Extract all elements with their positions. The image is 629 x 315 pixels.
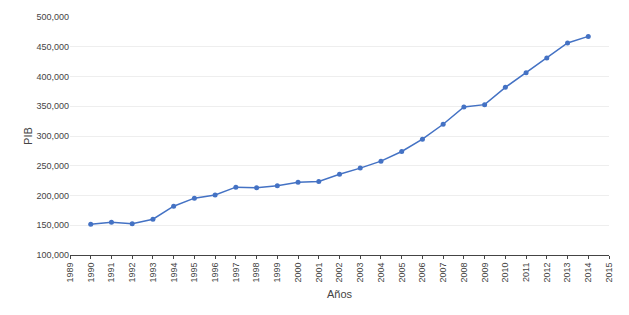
svg-text:350,000: 350,000	[36, 101, 69, 111]
svg-text:2007: 2007	[438, 263, 448, 283]
svg-text:Años: Años	[327, 288, 353, 300]
svg-text:2011: 2011	[521, 263, 531, 282]
svg-text:1997: 1997	[231, 263, 241, 283]
svg-text:1994: 1994	[169, 263, 179, 283]
svg-text:150,000: 150,000	[36, 220, 69, 230]
svg-text:1989: 1989	[65, 263, 75, 283]
svg-text:100,000: 100,000	[36, 250, 69, 260]
svg-text:1996: 1996	[210, 263, 220, 283]
svg-text:200,000: 200,000	[36, 191, 69, 201]
svg-text:1992: 1992	[127, 263, 137, 283]
svg-text:2008: 2008	[459, 263, 469, 283]
svg-text:1990: 1990	[86, 263, 96, 283]
svg-text:1999: 1999	[272, 263, 282, 283]
svg-text:2003: 2003	[355, 263, 365, 283]
svg-text:2002: 2002	[334, 263, 344, 283]
svg-text:2005: 2005	[397, 263, 407, 283]
svg-text:1993: 1993	[148, 263, 158, 283]
svg-text:1995: 1995	[189, 263, 199, 283]
svg-text:500,000: 500,000	[36, 12, 69, 22]
svg-text:2010: 2010	[500, 263, 510, 283]
svg-text:400,000: 400,000	[36, 72, 69, 82]
svg-text:2006: 2006	[417, 263, 427, 283]
svg-text:1991: 1991	[106, 263, 116, 283]
svg-text:2014: 2014	[583, 263, 593, 283]
svg-text:300,000: 300,000	[36, 131, 69, 141]
svg-text:2012: 2012	[542, 263, 552, 283]
svg-text:1998: 1998	[252, 263, 262, 283]
svg-text:450,000: 450,000	[36, 42, 69, 52]
svg-text:2000: 2000	[293, 263, 303, 283]
svg-text:2004: 2004	[376, 263, 386, 283]
svg-text:250,000: 250,000	[36, 161, 69, 171]
svg-text:PIB: PIB	[22, 127, 34, 145]
svg-text:2009: 2009	[480, 263, 490, 283]
svg-text:2001: 2001	[314, 263, 324, 283]
svg-text:2013: 2013	[562, 263, 572, 283]
svg-text:2015: 2015	[604, 263, 614, 283]
